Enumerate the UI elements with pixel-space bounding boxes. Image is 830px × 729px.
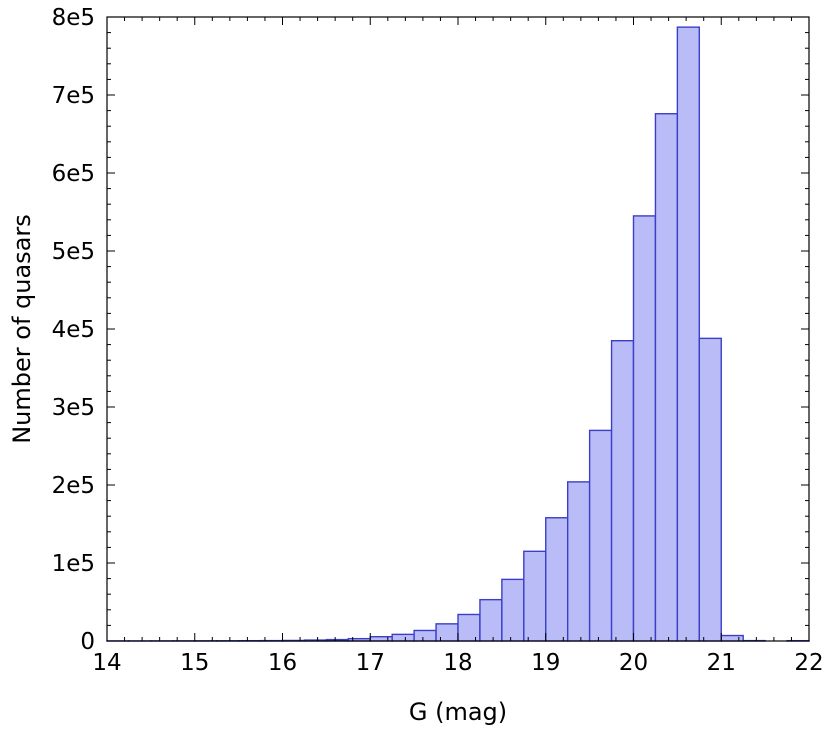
histogram-bar-20 <box>545 517 569 642</box>
histogram-bar-13 <box>391 633 415 642</box>
x-tick-label: 21 <box>707 650 736 676</box>
histogram-bar-12 <box>369 636 393 642</box>
histogram-bar-17 <box>479 598 503 642</box>
y-axis-title: Number of quasars <box>8 214 36 444</box>
tick-marks <box>106 16 810 642</box>
histogram-bar-16 <box>457 613 481 642</box>
y-tick-label: 6e5 <box>52 161 95 187</box>
x-tick-label: 22 <box>794 650 823 676</box>
histogram-bar-24 <box>632 215 657 642</box>
x-tick-label: 16 <box>268 650 297 676</box>
y-tick-label: 0 <box>80 629 95 655</box>
y-tick-label: 2e5 <box>52 473 95 499</box>
x-tick-label: 14 <box>92 650 121 676</box>
histogram-bar-23 <box>610 340 635 642</box>
x-tick-label: 18 <box>443 650 472 676</box>
x-tick-label: 20 <box>619 650 648 676</box>
y-tick-label: 1e5 <box>52 551 95 577</box>
x-tick-label: 15 <box>180 650 209 676</box>
histogram-bar-18 <box>501 578 525 642</box>
histogram-bar-21 <box>566 481 591 642</box>
x-tick-labels: 14 15 16 17 18 19 20 21 22 <box>92 650 823 676</box>
histogram-bar-15 <box>435 623 459 642</box>
histogram-bar-19 <box>523 550 547 642</box>
y-tick-label: 3e5 <box>52 395 95 421</box>
histogram-bar-14 <box>413 629 437 642</box>
y-tick-label: 4e5 <box>52 317 95 343</box>
histogram-bar-27 <box>698 337 722 642</box>
histogram-bar-25 <box>654 113 679 642</box>
histogram-bar-26 <box>676 26 701 642</box>
histogram-bar-22 <box>588 429 613 642</box>
x-axis-title: G (mag) <box>409 698 507 726</box>
y-tick-label: 5e5 <box>52 239 95 265</box>
y-tick-label: 8e5 <box>52 5 95 31</box>
histogram-bar-28 <box>720 634 744 642</box>
y-tick-labels: 0 1e5 2e5 3e5 4e5 5e5 6e5 7e5 8e5 <box>52 5 95 655</box>
y-tick-label: 7e5 <box>52 83 95 109</box>
x-tick-label: 19 <box>531 650 560 676</box>
bars-group <box>106 26 810 642</box>
x-tick-label: 17 <box>356 650 385 676</box>
